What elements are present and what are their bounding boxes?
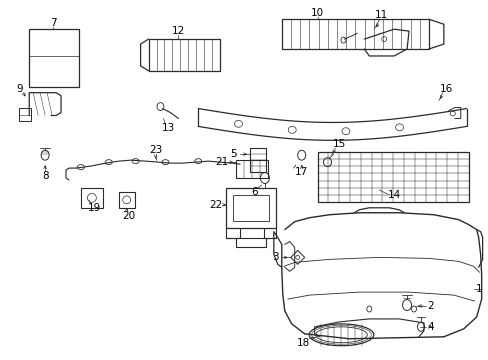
Text: 10: 10 <box>310 8 324 18</box>
Text: 20: 20 <box>122 211 135 221</box>
Bar <box>317 152 468 202</box>
Text: 4: 4 <box>427 322 433 332</box>
Text: 5: 5 <box>229 149 236 159</box>
Bar <box>81 188 102 208</box>
Text: 12: 12 <box>171 26 184 36</box>
Bar <box>249 148 265 172</box>
Text: 19: 19 <box>88 203 102 213</box>
Text: 13: 13 <box>162 123 175 134</box>
Text: 1: 1 <box>474 284 481 294</box>
Bar <box>236 160 267 178</box>
Bar <box>119 192 134 208</box>
Bar <box>281 19 428 49</box>
Text: 6: 6 <box>251 187 258 197</box>
Text: 21: 21 <box>215 157 228 167</box>
Bar <box>29 29 79 87</box>
Bar <box>233 195 268 221</box>
Text: 9: 9 <box>16 84 22 94</box>
Text: 2: 2 <box>427 301 433 311</box>
Text: 7: 7 <box>50 18 56 28</box>
Text: 3: 3 <box>272 252 279 262</box>
Text: 22: 22 <box>209 200 223 210</box>
Text: 11: 11 <box>374 10 387 20</box>
Text: 8: 8 <box>42 171 48 181</box>
Text: 23: 23 <box>148 145 162 155</box>
Text: 18: 18 <box>296 338 310 348</box>
Text: 14: 14 <box>386 190 400 200</box>
Bar <box>19 108 31 121</box>
Text: 15: 15 <box>332 139 346 149</box>
Text: 17: 17 <box>294 167 307 177</box>
Text: 16: 16 <box>439 84 452 94</box>
Bar <box>225 188 275 228</box>
Bar <box>148 39 220 71</box>
